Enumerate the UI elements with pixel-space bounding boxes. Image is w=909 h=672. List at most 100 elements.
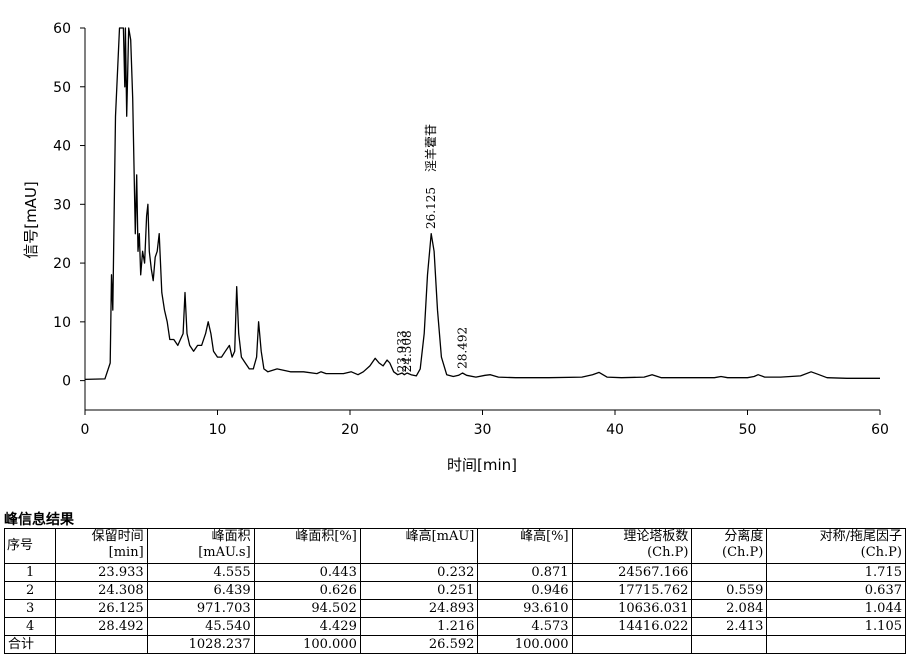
chart-ticks: 0 10 20 30 40 50 60 0 10 20 30 40 50 60 xyxy=(53,21,889,438)
table-cell: 24567.166 xyxy=(571,563,693,582)
table-cell: 94.502 xyxy=(253,599,361,618)
table-cell: 14416.022 xyxy=(571,617,693,636)
table-cell: 100.000 xyxy=(477,635,573,654)
table-cell: 2.413 xyxy=(691,617,768,636)
table-header-cell: 峰高[mAU] xyxy=(359,528,479,564)
table-header-cell: 峰面积 [mAU.s] xyxy=(146,528,255,564)
table-cell: 1.105 xyxy=(766,617,906,636)
peak-annotation: 24.308 xyxy=(400,330,414,372)
table-cell: 26.125 xyxy=(55,599,148,618)
table-cell: 2 xyxy=(3,581,57,600)
header-unit: (Ch.P) xyxy=(722,545,764,560)
x-tick-label: 30 xyxy=(474,422,492,438)
table-cell: 1 xyxy=(3,563,57,582)
header-unit: [min] xyxy=(108,545,144,560)
header-line: 分离度 xyxy=(724,529,764,544)
x-tick-label: 10 xyxy=(209,422,227,438)
table-body: 1 23.933 4.555 0.443 0.232 0.871 24567.166 1.71… xyxy=(3,563,906,654)
header-unit: [mAU.s] xyxy=(198,545,251,560)
peak-annotation: 淫羊藿苷 xyxy=(423,124,438,172)
table-cell: 28.492 xyxy=(55,617,148,636)
table-header-cell: 对称/拖尾因子 (Ch.P) xyxy=(766,528,906,564)
table-header-cell: 序号 xyxy=(3,528,57,564)
table-cell: 3 xyxy=(3,599,57,618)
table-row: 1 23.933 4.555 0.443 0.232 0.871 24567.166 1.71… xyxy=(3,563,906,582)
table-cell: 4.573 xyxy=(477,617,573,636)
table-cell: 0.946 xyxy=(477,581,573,600)
peak-annotation: 23.933 xyxy=(395,330,409,372)
table-cell: 971.703 xyxy=(146,599,255,618)
x-axis-label: 时间[min] xyxy=(447,456,517,474)
x-tick-label: 60 xyxy=(871,422,889,438)
table-cell: 26.592 xyxy=(359,635,479,654)
table-header-cell: 保留时间 [min] xyxy=(55,528,148,564)
table-cell: 100.000 xyxy=(253,635,361,654)
header-line: 峰面积 xyxy=(211,529,251,544)
table-cell: 4 xyxy=(3,617,57,636)
table-cell: 45.540 xyxy=(146,617,255,636)
table-cell xyxy=(55,635,148,654)
table-row: 2 24.308 6.439 0.626 0.251 0.946 17715.762 0.55… xyxy=(3,581,906,600)
header-line: 峰面积[%] xyxy=(295,529,357,544)
y-axis-label: 信号[mAU] xyxy=(22,181,40,259)
table-cell: 0.251 xyxy=(359,581,479,600)
chart-trace-group xyxy=(84,27,880,381)
y-tick-label: 50 xyxy=(53,80,71,96)
table-header-cell: 峰高[%] xyxy=(477,528,573,564)
y-tick-label: 20 xyxy=(53,256,71,272)
header-unit: (Ch.P) xyxy=(647,545,689,560)
table-cell: 24.893 xyxy=(359,599,479,618)
peak-annotation: 26.125 xyxy=(424,187,438,229)
y-tick-label: 0 xyxy=(62,374,71,390)
table-cell: 93.610 xyxy=(477,599,573,618)
table-header-cell: 理论塔板数 (Ch.P) xyxy=(571,528,693,564)
table-cell: 0.443 xyxy=(253,563,361,582)
table-cell: 6.439 xyxy=(146,581,255,600)
x-tick-label: 50 xyxy=(739,422,757,438)
table-cell: 0.871 xyxy=(477,563,573,582)
header-line: 保留时间 xyxy=(91,529,144,544)
y-tick-label: 40 xyxy=(53,139,71,155)
table-cell xyxy=(766,635,906,654)
table-cell: 1.044 xyxy=(766,599,906,618)
header-unit: (Ch.P) xyxy=(860,545,902,560)
y-tick-label: 10 xyxy=(53,315,71,331)
table-header-cell: 分离度 (Ch.P) xyxy=(691,528,768,564)
table-cell: 4.429 xyxy=(253,617,361,636)
table-cell: 1.715 xyxy=(766,563,906,582)
chart-axes xyxy=(84,28,880,411)
peak-results-table: 序号 保留时间 [min] 峰面积 [mAU.s] 峰面积[%] 峰高[mAU] 峰高[%] 理… xyxy=(3,528,906,654)
peak-annotation: 28.492 xyxy=(456,327,470,369)
header-line: 序号 xyxy=(7,538,34,553)
table-cell: 0.626 xyxy=(253,581,361,600)
table-cell: 0.637 xyxy=(766,581,906,600)
chromatogram-trace xyxy=(84,27,880,381)
header-line: 对称/拖尾因子 xyxy=(819,529,902,544)
table-cell: 合计 xyxy=(3,635,57,654)
table-cell: 1.216 xyxy=(359,617,479,636)
table-cell xyxy=(571,635,693,654)
table-cell: 23.933 xyxy=(55,563,148,582)
table-row: 3 26.125 971.703 94.502 24.893 93.610 10636.03… xyxy=(3,599,906,618)
table-cell xyxy=(691,563,768,582)
x-tick-label: 0 xyxy=(81,422,90,438)
table-cell: 24.308 xyxy=(55,581,148,600)
header-line: 峰高[%] xyxy=(520,529,569,544)
table-cell: 0.559 xyxy=(691,581,768,600)
y-tick-label: 60 xyxy=(53,21,71,37)
table-cell: 0.232 xyxy=(359,563,479,582)
table-header-row: 序号 保留时间 [min] 峰面积 [mAU.s] 峰面积[%] 峰高[mAU] 峰高[%] 理… xyxy=(3,528,906,564)
table-cell: 2.084 xyxy=(691,599,768,618)
table-row: 合计 1028.237 100.000 26.592 100.000 xyxy=(3,635,906,654)
x-tick-label: 20 xyxy=(341,422,359,438)
table-cell: 17715.762 xyxy=(571,581,693,600)
header-line: 峰高[mAU] xyxy=(405,529,475,544)
table-header-cell: 峰面积[%] xyxy=(253,528,361,564)
x-tick-label: 40 xyxy=(606,422,624,438)
table-title: 峰信息结果 xyxy=(4,512,74,528)
header-line: 理论塔板数 xyxy=(623,529,689,544)
table-row: 4 28.492 45.540 4.429 1.216 4.573 14416.022 2.4… xyxy=(3,617,906,636)
table-cell: 10636.031 xyxy=(571,599,693,618)
